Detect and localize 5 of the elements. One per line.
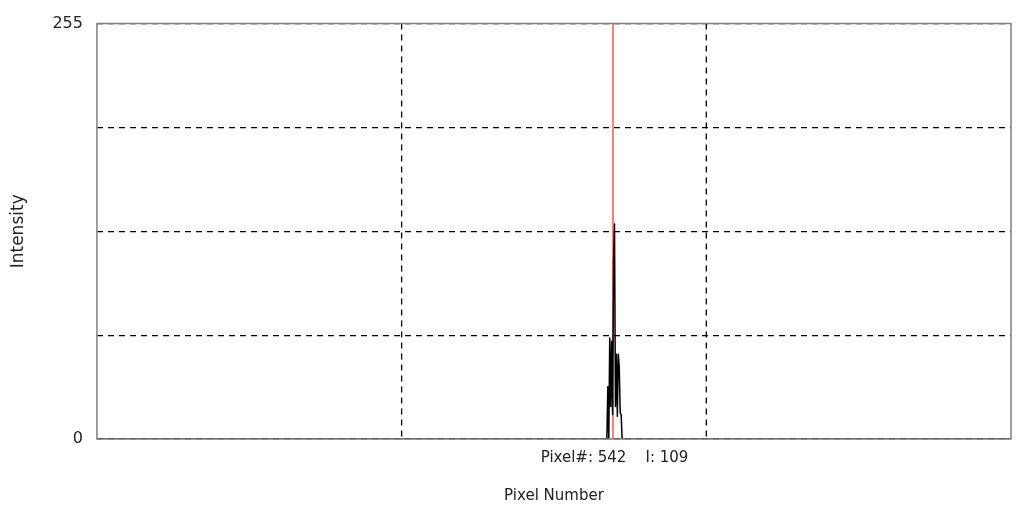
y-tick-label: 255 xyxy=(52,12,83,32)
x-axis-title: Pixel Number xyxy=(504,485,605,504)
y-axis-title: Intensity xyxy=(6,194,27,269)
text: Pixel#: 542 I: 109 xyxy=(540,448,689,467)
y-tick-label: 0 xyxy=(72,428,83,448)
